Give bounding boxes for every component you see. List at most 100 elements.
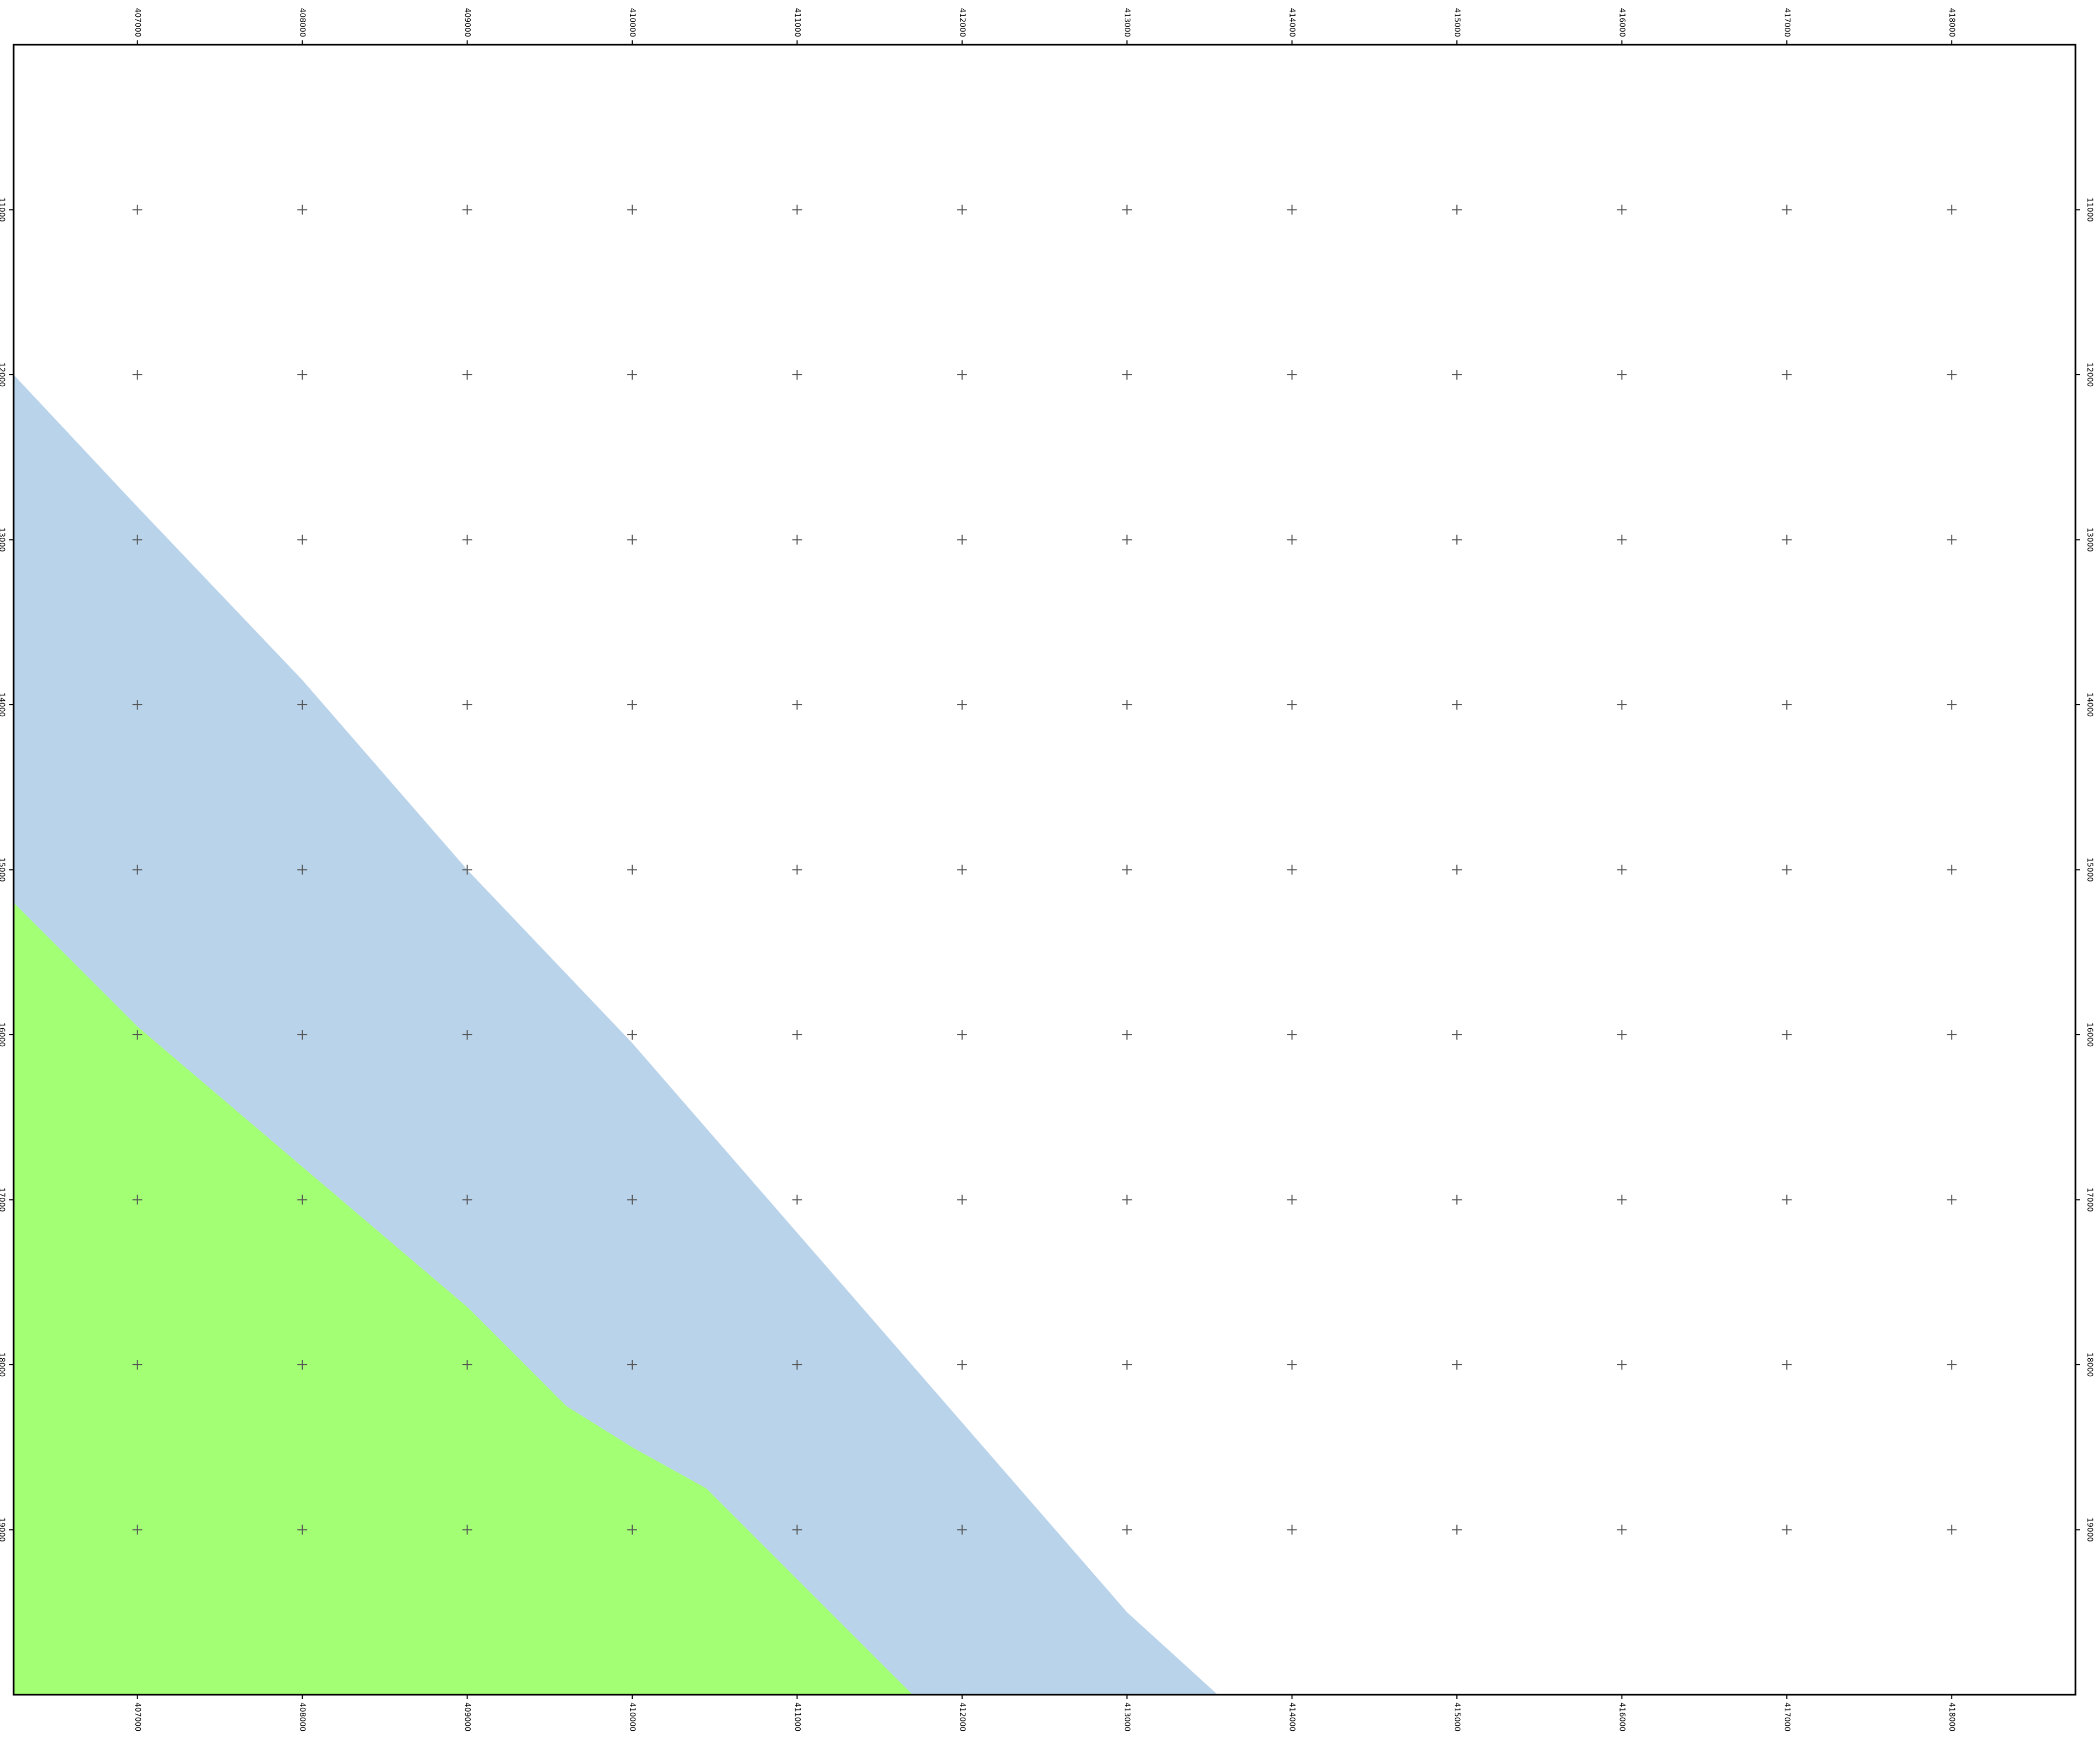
x-tick-label-top: 412000 (958, 8, 967, 37)
grid-cross (297, 700, 308, 710)
grid-cross (957, 1360, 967, 1370)
grid-cross (627, 205, 637, 215)
grid-cross (1781, 1360, 1792, 1370)
x-tick-label-bottom: 413000 (1123, 1702, 1131, 1731)
x-tick-label-bottom: 407000 (133, 1702, 142, 1731)
grid-cross (132, 1360, 142, 1370)
grid-cross (1452, 1030, 1462, 1040)
grid-cross (792, 1525, 802, 1535)
y-tick-label-left: 17000 (0, 1187, 6, 1212)
grid-cross (1122, 535, 1132, 545)
grid-cross (1617, 1030, 1627, 1040)
grid-cross (297, 865, 308, 875)
grid-cross (1781, 535, 1792, 545)
grid-cross (1287, 535, 1297, 545)
grid-cross (297, 1525, 308, 1535)
y-tick-label-right: 17000 (2085, 1187, 2094, 1212)
grid-cross (1947, 370, 1957, 380)
grid-cross (1452, 865, 1462, 875)
grid-cross (462, 1360, 472, 1370)
grid-cross (957, 205, 967, 215)
y-tick-label-left: 15000 (0, 857, 6, 882)
x-tick-label-bottom: 412000 (958, 1702, 967, 1731)
grid-cross (627, 1195, 637, 1205)
grid-cross (462, 1030, 472, 1040)
grid-cross (1122, 370, 1132, 380)
grid-cross (297, 370, 308, 380)
grid-cross (462, 535, 472, 545)
grid-cross (1122, 700, 1132, 710)
grid-cross (297, 1195, 308, 1205)
grid-cross (462, 865, 472, 875)
grid-cross (1452, 1525, 1462, 1535)
grid-cross (1452, 1360, 1462, 1370)
grid-cross (1617, 700, 1627, 710)
grid-cross (1947, 1195, 1957, 1205)
y-tick-label-left: 11000 (0, 197, 6, 222)
grid-cross (627, 865, 637, 875)
grid-cross (1781, 1195, 1792, 1205)
grid-cross (297, 1030, 308, 1040)
y-tick-label-left: 18000 (0, 1353, 6, 1377)
grid-cross (1287, 370, 1297, 380)
grid-cross (792, 700, 802, 710)
grid-cross (957, 1195, 967, 1205)
grid-cross (132, 205, 142, 215)
x-tick-label-top: 416000 (1617, 8, 1626, 37)
grid-cross (1122, 1360, 1132, 1370)
grid-cross (1617, 535, 1627, 545)
region-green (14, 903, 913, 1695)
tick-marks-layer (9, 40, 2080, 1699)
x-tick-label-bottom: 415000 (1453, 1702, 1461, 1731)
grid-cross (1617, 1195, 1627, 1205)
grid-cross (957, 865, 967, 875)
y-tick-label-right: 15000 (2085, 857, 2094, 882)
grid-cross (297, 205, 308, 215)
tick-labels-layer: 407000 407000 408000 408000 409000 409000 4100… (0, 8, 2094, 1732)
grid-cross (1452, 700, 1462, 710)
grid-cross (792, 1030, 802, 1040)
grid-cross (957, 1030, 967, 1040)
x-tick-label-bottom: 411000 (793, 1702, 801, 1731)
grid-cross (1122, 205, 1132, 215)
grid-cross (1617, 1360, 1627, 1370)
grid-cross (1287, 1195, 1297, 1205)
y-tick-label-right: 19000 (2085, 1517, 2094, 1542)
x-tick-label-bottom: 409000 (463, 1702, 472, 1731)
x-tick-label-top: 418000 (1947, 8, 1956, 37)
grid-cross (1122, 865, 1132, 875)
y-tick-label-right: 13000 (2085, 527, 2094, 552)
grid-cross (627, 700, 637, 710)
grid-cross (1617, 370, 1627, 380)
x-tick-label-bottom: 410000 (628, 1702, 637, 1731)
x-tick-label-bottom: 418000 (1947, 1702, 1956, 1731)
x-tick-label-top: 415000 (1453, 8, 1461, 37)
grid-cross (1287, 1360, 1297, 1370)
grid-cross (1452, 370, 1462, 380)
grid-cross (1781, 370, 1792, 380)
grid-cross (627, 1525, 637, 1535)
grid-cross (792, 370, 802, 380)
grid-cross (627, 370, 637, 380)
x-tick-label-bottom: 416000 (1617, 1702, 1626, 1731)
grid-cross (1122, 1525, 1132, 1535)
grid-cross (957, 370, 967, 380)
x-tick-label-bottom: 417000 (1783, 1702, 1791, 1731)
grid-cross (792, 1360, 802, 1370)
grid-cross (792, 535, 802, 545)
x-tick-label-top: 417000 (1783, 8, 1791, 37)
grid-cross (132, 535, 142, 545)
grid-cross (1452, 535, 1462, 545)
grid-cross (1781, 1525, 1792, 1535)
grid-cross (792, 205, 802, 215)
grid-cross (1781, 1030, 1792, 1040)
grid-cross (1781, 700, 1792, 710)
x-tick-label-top: 414000 (1288, 8, 1297, 37)
grid-cross (1617, 865, 1627, 875)
y-tick-label-left: 12000 (0, 363, 6, 387)
grid-cross (132, 1030, 142, 1040)
grid-cross (1617, 1525, 1627, 1535)
grid-cross (1287, 1525, 1297, 1535)
